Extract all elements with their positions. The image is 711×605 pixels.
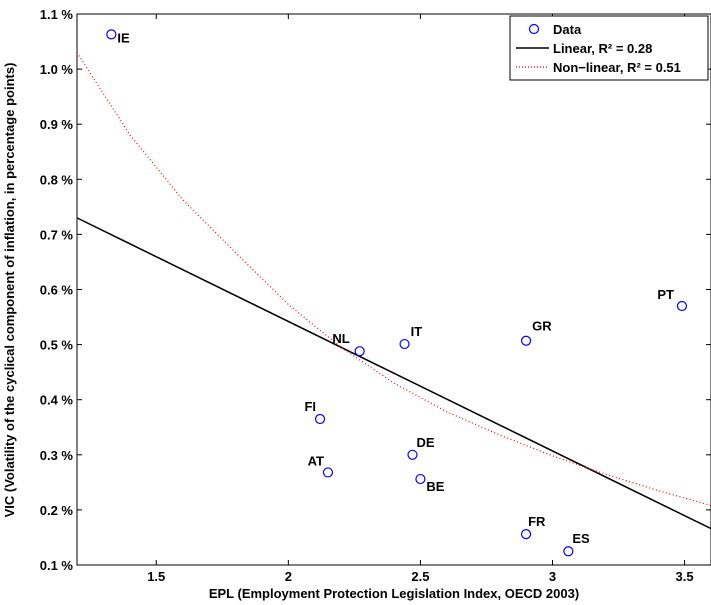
- x-tick-label: 3.5: [676, 569, 694, 584]
- data-point-at: [322, 467, 334, 478]
- x-tick-label: 2.5: [411, 569, 429, 584]
- data-point-gr: [520, 335, 532, 346]
- legend-label-nonlinear: Non−linear, R² = 0.51: [553, 60, 681, 75]
- point-label-de: DE: [416, 435, 434, 450]
- point-label-nl: NL: [332, 331, 349, 346]
- linear-fit-line: [76, 217, 711, 530]
- y-tick-label: 1.1 %: [40, 7, 74, 22]
- fit-curves: [76, 52, 711, 530]
- point-label-fr: FR: [528, 514, 546, 529]
- y-axis-title: VIC (Volatility of the cyclical componen…: [2, 63, 17, 518]
- point-label-es: ES: [572, 531, 590, 546]
- data-point-fr: [520, 529, 532, 540]
- y-tick-label: 0.4 %: [40, 393, 74, 408]
- x-axis-ticks: 1.5 2 2.5 3 3.5: [147, 14, 694, 584]
- data-point-nl: [354, 346, 365, 357]
- y-tick-label: 0.2 %: [40, 503, 74, 518]
- y-tick-label: 0.7 %: [40, 227, 74, 242]
- point-label-fi: FI: [304, 399, 316, 414]
- y-tick-label: 0.9 %: [40, 117, 74, 132]
- y-tick-label: 1.0 %: [40, 62, 74, 77]
- legend-marker-data: [528, 23, 540, 35]
- data-point-es: [563, 546, 574, 557]
- plot-area: [76, 13, 711, 566]
- data-point-fi: [314, 413, 326, 425]
- y-tick-label: 0.5 %: [40, 338, 74, 353]
- x-axis-title: EPL (Employment Protection Legislation I…: [209, 586, 579, 601]
- point-label-ie: IE: [117, 30, 130, 45]
- y-tick-label: 0.3 %: [40, 448, 74, 463]
- point-label-gr: GR: [532, 319, 552, 334]
- x-tick-label: 3: [549, 569, 556, 584]
- point-label-be: BE: [426, 479, 444, 494]
- legend-label-linear: Linear, R² = 0.28: [553, 41, 652, 56]
- y-axis-ticks: 0.1 % 0.2 % 0.3 % 0.4 % 0.5 % 0.6 % 0.7 % 0.8 %…: [40, 7, 711, 573]
- data-point-it: [399, 338, 410, 350]
- legend-label-data: Data: [553, 22, 582, 37]
- data-point-pt: [676, 300, 688, 312]
- y-tick-label: 0.1 %: [40, 558, 74, 573]
- point-label-at: AT: [308, 453, 324, 468]
- data-points: IE NL IT GR PT FI AT DE BE FR ES: [106, 29, 688, 557]
- nonlinear-fit-curve: [76, 52, 711, 507]
- x-tick-label: 2: [285, 569, 292, 584]
- x-tick-label: 1.5: [147, 569, 165, 584]
- point-label-pt: PT: [657, 287, 674, 302]
- data-point-be: [415, 473, 426, 485]
- legend: Data Linear, R² = 0.28 Non−linear, R² = …: [509, 15, 709, 81]
- point-label-it: IT: [411, 324, 423, 339]
- data-point-de: [407, 449, 418, 460]
- y-tick-label: 0.6 %: [40, 283, 74, 298]
- y-tick-label: 0.8 %: [40, 172, 74, 187]
- data-point-ie: [106, 29, 117, 40]
